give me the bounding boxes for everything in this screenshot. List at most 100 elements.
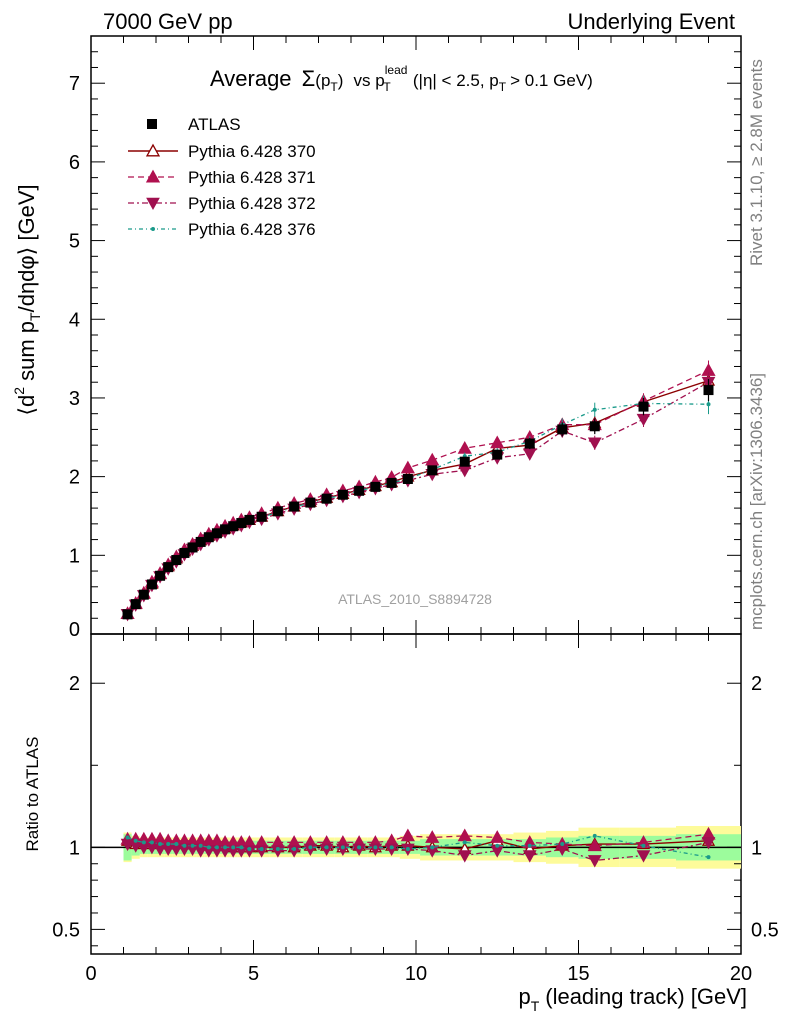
series-pythia-6-428-372-ratio-point <box>701 837 716 850</box>
series-pythia-6-428-376-ratio-point <box>247 846 252 851</box>
ratio-tick-label: 2 <box>69 673 80 695</box>
series-pythia-6-428-376-ratio-point <box>292 846 297 851</box>
ratio-tick-label-right: 1 <box>751 837 762 859</box>
series-pythia-6-428-376-ratio-point <box>174 842 179 847</box>
series-pythia-6-428-376-ratio-point <box>527 843 532 848</box>
y-tick-label: 2 <box>69 467 80 489</box>
series-pythia-6-428-376-point <box>592 407 597 412</box>
series-pythia-6-428-372-ratio-point <box>522 850 537 863</box>
ratio-tick-label-right: 0.5 <box>751 919 779 941</box>
series-pythia-6-428-371-ratio-point <box>587 838 602 852</box>
series-pythia-6-428-371-point <box>457 440 472 454</box>
series-atlas-point <box>146 579 157 590</box>
series-atlas-point <box>138 589 149 600</box>
series-pythia-6-428-372-point <box>522 448 537 461</box>
series-pythia-6-428-376-ratio-point <box>125 835 130 840</box>
legend-pythia-6-428-372-label: Pythia 6.428 372 <box>188 194 316 213</box>
series-atlas-point <box>220 524 231 535</box>
series-pythia-6-428-376-ratio-point <box>340 845 345 850</box>
x-tick-label: 10 <box>405 963 427 985</box>
series-atlas-point <box>155 570 166 581</box>
series-pythia-6-428-371-ratio-point <box>425 830 440 843</box>
series-atlas-point <box>289 501 300 512</box>
series-pythia-6-428-372-ratio-point <box>587 855 602 868</box>
y-tick-label: 5 <box>69 231 80 253</box>
legend-pythia-6-428-370-marker <box>145 143 161 157</box>
legend-pythia-6-428-372-marker <box>146 197 160 211</box>
analysis-label: ATLAS_2010_S8894728 <box>338 591 492 607</box>
chart-marks <box>120 360 716 868</box>
series-pythia-6-428-376-ratio-point <box>133 838 138 843</box>
x-tick-label: 20 <box>730 963 752 985</box>
x-tick-label: 5 <box>248 963 259 985</box>
series-atlas-point <box>236 518 247 529</box>
series-atlas-point <box>244 514 255 525</box>
y-tick-label: 3 <box>69 388 80 410</box>
series-atlas-point <box>402 473 413 484</box>
series-pythia-6-428-376-ratio-point <box>149 840 154 845</box>
series-atlas-point <box>370 481 381 492</box>
series-atlas-point <box>492 449 503 460</box>
series-pythia-6-428-376-ratio-point <box>158 842 163 847</box>
series-pythia-6-428-376-ratio-point <box>166 842 171 847</box>
series-pythia-6-428-376-ratio-point <box>592 833 597 838</box>
series-pythia-6-428-372-ratio-point <box>384 843 399 857</box>
series-pythia-6-428-372-point <box>587 437 602 450</box>
legend-atlas-label: ATLAS <box>188 115 241 134</box>
series-pythia-6-428-371-point <box>490 435 505 449</box>
series-pythia-6-428-376-ratio-point <box>308 845 313 850</box>
y-tick-label: 1 <box>69 545 80 567</box>
series-atlas-point <box>557 424 568 435</box>
series-atlas-point <box>524 438 535 449</box>
series-pythia-6-428-376-ratio-point <box>198 843 203 848</box>
series-atlas-point <box>171 555 182 566</box>
process-label: Underlying Event <box>567 9 735 34</box>
series-atlas-point <box>256 511 267 522</box>
series-pythia-6-428-376-ratio-point <box>182 843 187 848</box>
series-pythia-6-428-371-line <box>127 369 709 614</box>
series-pythia-6-428-376-point <box>706 402 711 407</box>
series-pythia-6-428-371-point <box>425 452 440 466</box>
series-atlas-point <box>211 528 222 539</box>
ratio-axis-label: Ratio to ATLAS <box>23 737 42 852</box>
series-pythia-6-428-372-ratio-point <box>336 843 350 857</box>
series-atlas-point <box>354 485 365 496</box>
y-axis-label: ⟨d2 sum pT/dηdφ⟩ [GeV] <box>11 184 43 415</box>
ratio-tick-label: 0.5 <box>52 919 80 941</box>
series-pythia-6-428-372-line <box>127 381 709 615</box>
series-pythia-6-428-376-ratio-point <box>223 845 228 850</box>
series-pythia-6-428-376-ratio-point <box>389 845 394 850</box>
series-pythia-6-428-376-ratio-point <box>357 845 362 850</box>
series-pythia-6-428-376-ratio-point <box>405 846 410 851</box>
legend-pythia-6-428-376-marker <box>151 227 155 231</box>
series-pythia-6-428-372-ratio-point <box>319 843 334 857</box>
series-pythia-6-428-372-ratio-point <box>368 843 383 857</box>
series-pythia-6-428-370-line <box>127 379 709 614</box>
series-pythia-6-428-372-ratio-line <box>127 841 709 862</box>
x-axis-label: pT (leading track) [GeV] <box>518 984 747 1014</box>
series-pythia-6-428-376-ratio-point <box>190 843 195 848</box>
y-tick-label: 6 <box>69 152 80 174</box>
x-tick-label: 0 <box>85 963 96 985</box>
series-pythia-6-428-372-ratio-point <box>457 850 472 863</box>
series-pythia-6-428-376-ratio-point <box>324 845 329 850</box>
series-atlas-point <box>386 477 397 488</box>
rivet-label: Rivet 3.1.10, ≥ 2.8M events <box>747 59 766 266</box>
series-pythia-6-428-376-ratio-point <box>239 845 244 850</box>
collision-label: 7000 GeV pp <box>103 9 233 34</box>
legend-atlas-marker <box>147 119 157 129</box>
series-pythia-6-428-371-ratio-point <box>490 830 505 843</box>
series-pythia-6-428-376-ratio-point <box>560 842 565 847</box>
series-atlas-point <box>195 536 206 547</box>
series-atlas-point <box>638 401 649 412</box>
legend-pythia-6-428-371-marker <box>145 169 161 183</box>
series-pythia-6-428-376-ratio-point <box>462 840 467 845</box>
series-pythia-6-428-376-ratio-point <box>259 846 264 851</box>
series-pythia-6-428-376-ratio-point <box>641 843 646 848</box>
series-pythia-6-428-376-ratio-point <box>231 845 236 850</box>
legend-pythia-6-428-371-label: Pythia 6.428 371 <box>188 168 316 187</box>
series-atlas-point <box>305 497 316 508</box>
series-atlas-point <box>337 489 348 500</box>
series-atlas-point <box>187 542 198 553</box>
